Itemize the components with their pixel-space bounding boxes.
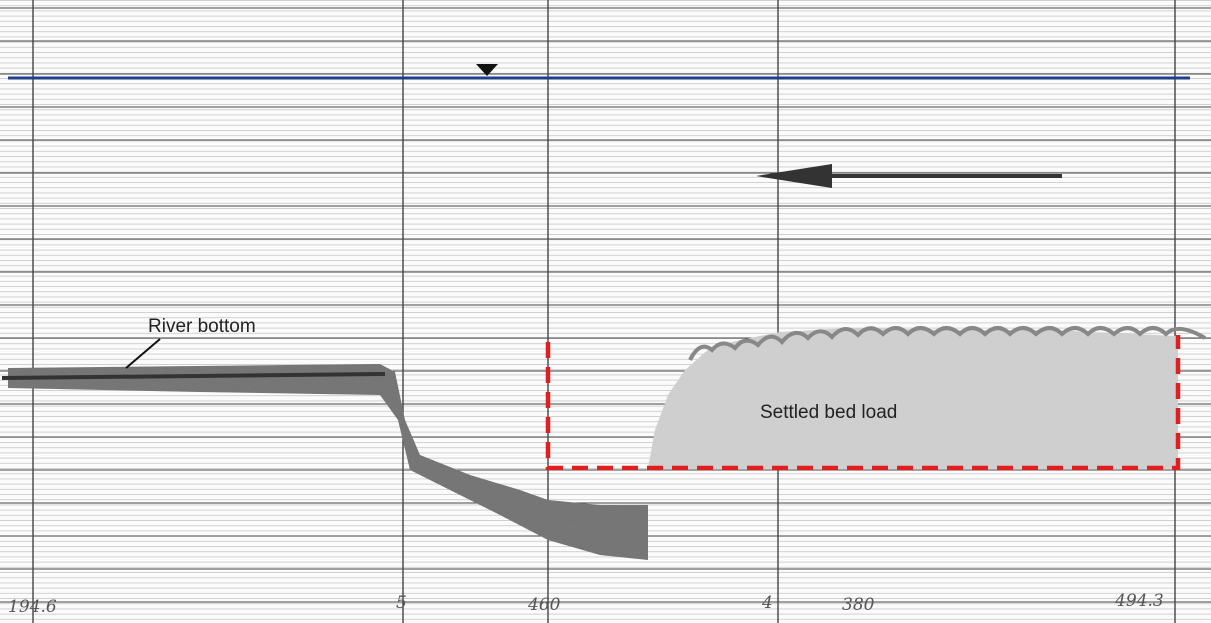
- annotation: Settled bed load: [760, 402, 897, 423]
- chart-mark: 194.6: [8, 597, 57, 617]
- river-bottom-line: [1, 372, 386, 380]
- settled-bed-load-area: [648, 328, 1178, 468]
- annotation: River bottom: [148, 316, 256, 337]
- chart-mark: 380: [842, 595, 875, 615]
- chart-mark: 4: [761, 593, 773, 613]
- bed-load-crests: [688, 326, 1207, 361]
- river-bottom-texture: [8, 364, 648, 560]
- chart-mark: 494.3: [1114, 591, 1164, 611]
- chart-mark: 5: [396, 593, 407, 613]
- leader-line: [125, 338, 161, 369]
- surface-marker: [476, 64, 498, 76]
- chart-mark: 460: [527, 595, 561, 615]
- arrow-head: [756, 164, 832, 188]
- bed-load-outline: [545, 335, 1181, 471]
